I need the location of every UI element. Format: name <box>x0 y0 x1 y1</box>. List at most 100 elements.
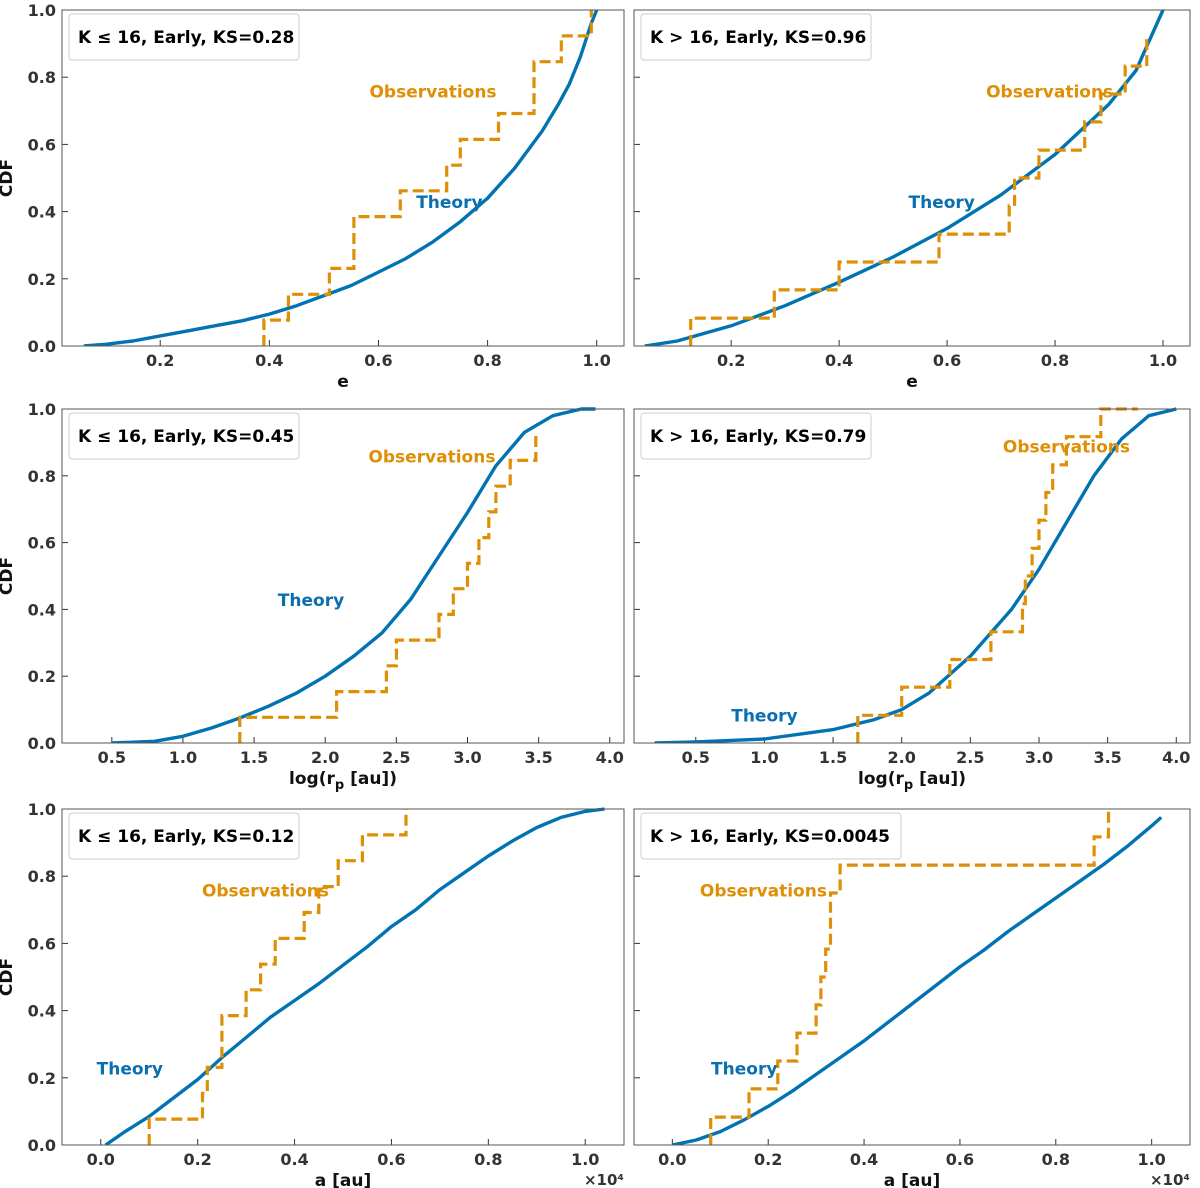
x-tick-label: 3.0 <box>453 748 481 767</box>
legend-box <box>640 812 902 860</box>
theory-curve <box>654 407 1177 743</box>
theory-label: Theory <box>711 1059 777 1079</box>
theory-curve <box>111 407 596 743</box>
x-tick-label: 1.0 <box>571 1150 599 1169</box>
x-tick-label: 0.2 <box>183 1150 211 1169</box>
y-tick-label: 1.0 <box>28 400 56 419</box>
x-axis-label: e <box>906 372 918 392</box>
y-tick-label: 0.2 <box>28 1069 56 1088</box>
x-tick-label: 2.0 <box>311 748 339 767</box>
x-tick-label: 0.6 <box>933 351 961 370</box>
x-tick-label: 0.6 <box>946 1150 974 1169</box>
observations-label: Observations <box>986 82 1113 102</box>
theory-label: Theory <box>731 706 797 726</box>
x-tick-label: 1.0 <box>169 748 197 767</box>
panel-2: 0.2 0.4 0.6 0.8 1.0 Theory Observations K > 16,… <box>633 9 1191 392</box>
x-tick-label: 3.5 <box>1093 748 1121 767</box>
x-tick-label: 0.8 <box>473 351 501 370</box>
y-axis-label: CDF <box>0 159 17 197</box>
x-tick-label: 0.0 <box>658 1150 686 1169</box>
y-tick-label: 1.0 <box>28 1 56 20</box>
x-tick-label: 2.0 <box>888 748 916 767</box>
theory-label: Theory <box>97 1059 163 1079</box>
y-tick-label: 0.4 <box>28 1002 56 1021</box>
x-tick-label: 0.4 <box>255 351 283 370</box>
x-tick-label: 0.8 <box>1042 1150 1070 1169</box>
x-tick-label: 1.5 <box>240 748 268 767</box>
theory-curve <box>83 9 599 346</box>
x-tick-label: 0.4 <box>850 1150 878 1169</box>
x-tick-label: 0.4 <box>825 351 853 370</box>
observations-step-curve <box>709 809 1111 1145</box>
legend-text: K > 16, Early, KS=0.96 <box>650 28 866 48</box>
y-axis-label: CDF <box>0 958 17 996</box>
x-tick-label: 2.5 <box>382 748 410 767</box>
x-offset-label: ×10⁴ <box>1150 1171 1190 1188</box>
x-tick-label: 1.0 <box>1137 1150 1165 1169</box>
x-offset-label: ×10⁴ <box>584 1171 624 1188</box>
panel-6: 0.0 0.2 0.4 0.6 0.8 1.0 Theory Observations K > … <box>633 808 1191 1188</box>
theory-curve <box>671 816 1163 1145</box>
legend-text: K > 16, Early, KS=0.79 <box>650 427 866 447</box>
x-axis-label: e <box>337 372 349 392</box>
panel-3: 0.0 0.2 0.4 0.6 0.8 1.0 0.5 1.0 1.5 2.0 2.5 3.0 3.5 4… <box>0 400 625 793</box>
observations-step-curve <box>856 407 1138 743</box>
x-tick-label: 1.5 <box>819 748 847 767</box>
x-tick-label: 0.4 <box>280 1150 308 1169</box>
legend-box <box>68 412 300 460</box>
theory-label: Theory <box>416 193 482 213</box>
legend-box <box>68 13 300 61</box>
observations-label: Observations <box>368 447 495 467</box>
y-tick-label: 0.8 <box>28 68 56 87</box>
observations-label: Observations <box>1003 437 1130 457</box>
y-tick-label: 0.8 <box>28 467 56 486</box>
axes-frame <box>633 408 1191 744</box>
observations-step-curve <box>238 434 538 743</box>
observations-label: Observations <box>700 881 827 901</box>
observations-label: Observations <box>202 881 329 901</box>
x-tick-label: 0.6 <box>377 1150 405 1169</box>
y-tick-label: 1.0 <box>28 800 56 819</box>
x-tick-label: 1.0 <box>750 748 778 767</box>
legend-text: K ≤ 16, Early, KS=0.28 <box>78 28 294 48</box>
legend-text: K > 16, Early, KS=0.0045 <box>650 827 890 847</box>
y-tick-label: 0.6 <box>28 135 56 154</box>
y-tick-label: 0.6 <box>28 534 56 553</box>
theory-label: Theory <box>909 193 975 213</box>
x-tick-label: 1.0 <box>583 351 611 370</box>
axes-frame <box>633 808 1191 1146</box>
observations-step-curve <box>689 37 1149 346</box>
x-tick-label: 0.2 <box>146 351 174 370</box>
y-tick-label: 0.6 <box>28 934 56 953</box>
x-tick-label: 4.0 <box>1162 748 1190 767</box>
y-axis-label: CDF <box>0 557 17 595</box>
x-tick-label: 0.5 <box>98 748 126 767</box>
y-tick-label: 0.2 <box>28 667 56 686</box>
legend-box <box>68 812 300 860</box>
axes-frame <box>61 9 625 347</box>
y-tick-label: 0.0 <box>28 337 56 356</box>
theory-curve <box>104 807 605 1145</box>
legend-box <box>640 412 872 460</box>
x-tick-label: 3.5 <box>524 748 552 767</box>
x-axis-label: a [au] <box>315 1171 372 1188</box>
axes-frame <box>633 9 1191 347</box>
x-axis-label: log(rp [au]) <box>858 769 966 793</box>
axes-frame <box>61 808 625 1146</box>
y-tick-label: 0.4 <box>28 600 56 619</box>
y-tick-label: 0.8 <box>28 867 56 886</box>
x-tick-label: 2.5 <box>956 748 984 767</box>
x-tick-label: 0.8 <box>474 1150 502 1169</box>
x-tick-label: 3.0 <box>1025 748 1053 767</box>
legend-text: K ≤ 16, Early, KS=0.12 <box>78 827 294 847</box>
x-tick-label: 0.2 <box>717 351 745 370</box>
x-tick-label: 0.2 <box>754 1150 782 1169</box>
observations-step-curve <box>147 809 408 1145</box>
observations-step-curve <box>262 10 593 346</box>
panel-5: 0.0 0.2 0.4 0.6 0.8 1.0 0.0 0.2 0.4 0.6 0.8 1.0 Theo… <box>0 800 625 1188</box>
y-tick-label: 0.0 <box>28 734 56 753</box>
y-tick-label: 0.4 <box>28 203 56 222</box>
panel-1: 0.0 0.2 0.4 0.6 0.8 1.0 0.2 0.4 0.6 0.8 1.0 Theory O… <box>0 1 625 392</box>
theory-label: Theory <box>278 591 344 611</box>
